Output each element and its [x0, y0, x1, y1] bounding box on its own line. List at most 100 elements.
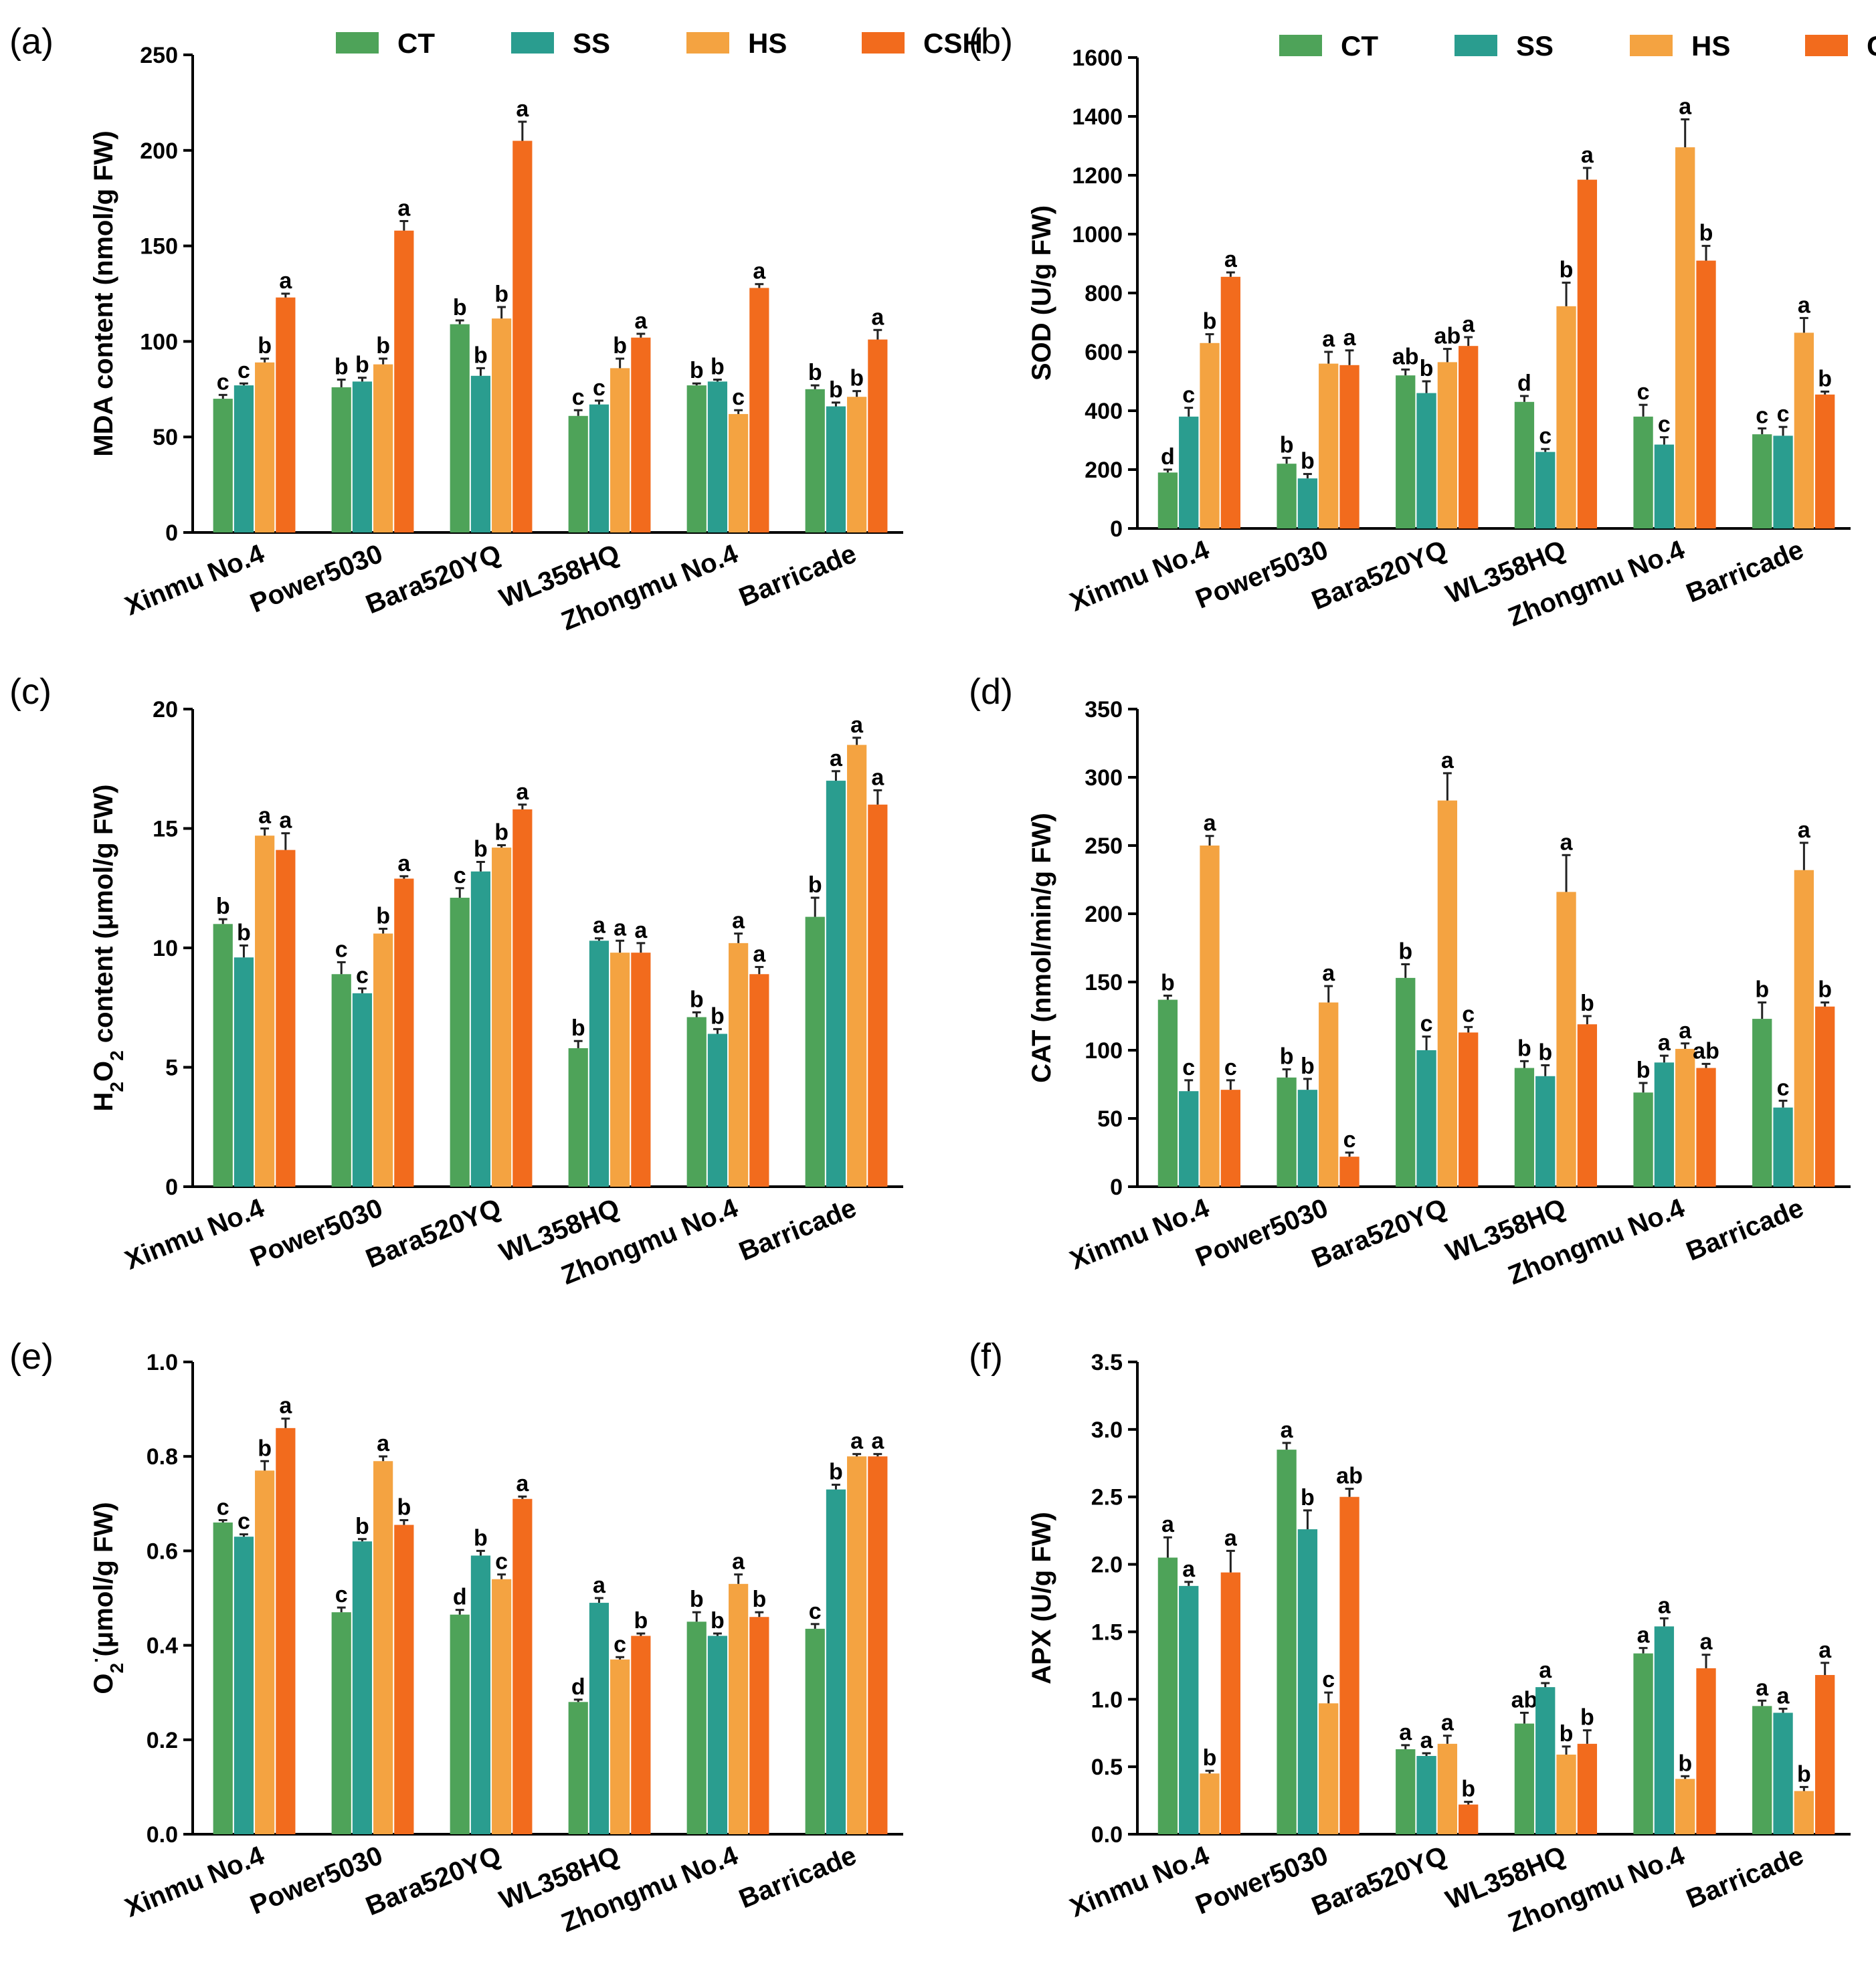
panel-f-category-label: Bara520YQ	[1307, 1841, 1450, 1922]
panel-b-legend-swatch-ss	[1455, 35, 1497, 56]
panel-b-significance-label: c	[1539, 423, 1552, 449]
panel-e-bar-ss	[470, 1555, 491, 1834]
panel-c-y-tick-label: 0	[165, 1175, 178, 1200]
panel-a-category-label: Xinmu No.4	[121, 538, 269, 621]
panel-f-y-tick-label: 3.5	[1091, 1350, 1123, 1375]
panel-e-y-tick-label: 0.6	[147, 1539, 178, 1564]
panel-c-bar-ss	[826, 781, 846, 1187]
panel-e-bar-csh	[868, 1456, 888, 1834]
panel-f-bar-csh	[1459, 1804, 1479, 1834]
panel-e-bar-hs	[255, 1470, 275, 1834]
panel-a-significance-label: b	[850, 366, 864, 391]
panel-a-bar-ct	[805, 389, 825, 532]
panel-a-legend-label-ct: CT	[397, 27, 435, 59]
panel-f-significance-label: a	[1420, 1728, 1434, 1753]
panel-f-bar-csh	[1577, 1743, 1598, 1834]
panel-b-significance-label: c	[1756, 403, 1768, 428]
panel-f-bar-hs	[1200, 1773, 1220, 1834]
panel-f-significance-label: a	[1777, 1683, 1790, 1708]
panel-a-bar-hs	[729, 413, 749, 532]
panel-f-significance-label: a	[1658, 1593, 1671, 1618]
panel-c-category-label: Bara520YQ	[362, 1193, 505, 1274]
panel-c-bar-hs	[492, 848, 512, 1187]
panel-e-bar-ss	[352, 1541, 373, 1834]
panel-a-significance-label: b	[808, 360, 822, 385]
panel-f-significance-label: a	[1224, 1525, 1238, 1551]
panel-d-label: (d)	[969, 672, 1013, 712]
panel-b-y-tick-label: 1400	[1072, 104, 1123, 130]
panel-d-category-label: Bara520YQ	[1307, 1193, 1450, 1274]
panel-f-significance-label: a	[1161, 1512, 1175, 1537]
panel-f-significance-label: c	[1322, 1667, 1335, 1692]
panel-b-legend-swatch-hs	[1630, 35, 1673, 56]
panel-d-significance-label: a	[1204, 811, 1217, 836]
panel-f-bar-csh	[1815, 1674, 1835, 1834]
panel-c-significance-label: a	[397, 851, 411, 876]
panel-a-significance-label: a	[516, 96, 529, 122]
panel-b-y-axis-title: SOD (U/g FW)	[1027, 205, 1056, 381]
panel-f-category-label: Xinmu No.4	[1066, 1840, 1214, 1923]
panel-a-legend-swatch-ss	[511, 32, 554, 54]
panel-d-significance-label: b	[1517, 1036, 1531, 1061]
panel-b-category-label: Power5030	[1192, 535, 1332, 615]
panel-e-significance-label: b	[711, 1608, 725, 1634]
panel-e-significance-label: c	[809, 1599, 822, 1624]
panel-e-significance-label: b	[397, 1495, 411, 1520]
panel-e-significance-label: c	[238, 1509, 250, 1535]
panel-f-significance-label: ab	[1336, 1464, 1363, 1489]
panel-d-significance-label: a	[1322, 961, 1335, 986]
panel-a-bar-csh	[868, 339, 888, 532]
panel-a-significance-label: b	[690, 358, 704, 383]
panel-c-category-label: Power5030	[246, 1193, 387, 1273]
panel-e-significance-label: d	[571, 1674, 585, 1700]
panel-b-bar-csh	[1577, 179, 1598, 529]
panel-d-bar-hs	[1319, 1002, 1339, 1187]
panel-b-category-label: Barricade	[1682, 535, 1808, 609]
panel-b-bar-csh	[1696, 260, 1716, 528]
panel-d-y-tick-label: 350	[1085, 697, 1123, 722]
panel-d-bar-ss	[1535, 1076, 1556, 1187]
panel-d-bar-ct	[1514, 1068, 1535, 1187]
panel-f-significance-label: a	[1281, 1417, 1294, 1443]
panel-b-significance-label: b	[1699, 221, 1713, 246]
panel-b-significance-label: d	[1161, 444, 1175, 470]
panel-b-legend-swatch-csh	[1805, 35, 1848, 56]
panel-e-bar-csh	[631, 1636, 651, 1834]
panel-e-category-label: Xinmu No.4	[121, 1840, 269, 1923]
panel-d-significance-label: c	[1182, 1055, 1195, 1080]
panel-c-bar-hs	[255, 835, 275, 1187]
panel-b-bar-ss	[1535, 452, 1556, 528]
panel-d-bar-ss	[1416, 1050, 1436, 1187]
panel-e-significance-label: d	[453, 1585, 467, 1610]
panel-b-legend-swatch-ct	[1279, 35, 1322, 56]
panel-f-y-axis-title: APX (U/g FW)	[1027, 1512, 1056, 1684]
panel-a-significance-label: b	[376, 333, 390, 359]
panel-b-legend-label-ct: CT	[1341, 30, 1378, 62]
panel-c-bar-csh	[276, 850, 296, 1187]
panel-b-significance-label: a	[1322, 326, 1335, 352]
panel-b-y-tick-label: 1600	[1072, 45, 1123, 71]
panel-b-bar-csh	[1339, 365, 1359, 528]
panel-c-significance-label: b	[808, 872, 822, 898]
panel-d-y-axis-title: CAT (nmol/min/g FW)	[1027, 813, 1056, 1083]
panel-b-y-tick-label: 0	[1110, 516, 1123, 542]
panel-c-bar-hs	[610, 953, 630, 1187]
panel-a-significance-label: a	[279, 268, 292, 294]
panel-e-bar-ss	[589, 1603, 609, 1834]
panel-d-significance-label: b	[1636, 1058, 1651, 1083]
panel-e-category-label: Barricade	[735, 1841, 861, 1914]
panel-f-bar-hs	[1437, 1743, 1458, 1834]
panel-b-y-tick-label: 1000	[1072, 222, 1123, 248]
panel-a-legend-label-hs: HS	[748, 27, 787, 59]
panel-e-significance-label: c	[217, 1495, 229, 1520]
panel-d-y-tick-label: 300	[1085, 765, 1123, 791]
panel-b-bar-hs	[1556, 306, 1576, 528]
panel-b: (b) 0 200 400 600 800 1000 1200 1400 1600 SOD (U/g…	[969, 21, 1876, 632]
panel-b-bar-ss	[1416, 393, 1436, 528]
panel-e-significance-label: b	[690, 1587, 704, 1612]
panel-a-significance-label: b	[829, 377, 843, 403]
panel-e-bar-csh	[512, 1498, 533, 1834]
panel-b-significance-label: a	[1679, 94, 1692, 119]
panel-b-significance-label: b	[1818, 366, 1832, 391]
panel-f-significance-label: b	[1580, 1705, 1594, 1731]
